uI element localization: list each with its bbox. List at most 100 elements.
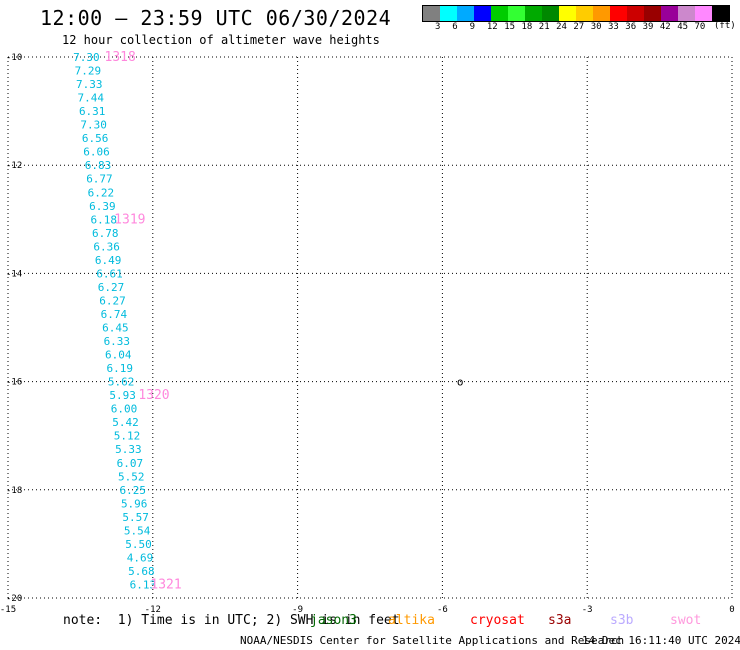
- color-swatch: [423, 6, 440, 21]
- time-label: 1321: [150, 577, 181, 592]
- color-scale-label: 15: [504, 22, 516, 32]
- swh-value-label: 6.00: [111, 403, 138, 416]
- color-scale-label: 9: [469, 22, 476, 32]
- y-tick-label: -14: [6, 269, 22, 279]
- swh-value-label: 6.22: [88, 186, 115, 199]
- satellite-legend-s3a: s3a: [548, 613, 572, 628]
- color-swatch: [508, 6, 525, 21]
- swh-value-label: 6.07: [117, 457, 144, 470]
- color-scale-unit: (ft): [714, 21, 736, 31]
- swh-value-label: 4.69: [127, 551, 153, 564]
- chart-title: 12:00 – 23:59 UTC 06/30/2024: [40, 6, 392, 30]
- color-scale-label: 70: [694, 22, 706, 32]
- y-tick-label: -10: [6, 53, 22, 63]
- color-swatch: [559, 6, 576, 21]
- color-scale-label: 21: [538, 22, 550, 32]
- island-mark: o: [457, 376, 464, 389]
- x-tick-label: -3: [582, 605, 593, 615]
- swh-value-label: 6.83: [85, 159, 112, 172]
- color-swatch: [610, 6, 627, 21]
- swh-value-label: 6.31: [79, 105, 106, 118]
- time-label: 1320: [138, 388, 169, 403]
- color-scale-label: 42: [659, 22, 671, 32]
- swh-value-label: 6.39: [89, 200, 116, 213]
- swh-value-label: 6.04: [105, 349, 132, 362]
- swh-value-label: 6.77: [86, 173, 113, 186]
- swh-value-label: 7.29: [75, 65, 102, 78]
- satellite-legend-s3b: s3b: [610, 613, 634, 628]
- swh-value-label: 5.12: [114, 430, 141, 443]
- footer-credit: NOAA/NESDIS Center for Satellite Applica…: [240, 634, 625, 647]
- color-swatch: [593, 6, 610, 21]
- swh-value-label: 6.18: [91, 213, 118, 226]
- color-scale-label: 45: [677, 22, 689, 32]
- color-scale-label: 30: [590, 22, 602, 32]
- color-swatch: [644, 6, 661, 21]
- color-swatch: [712, 6, 729, 21]
- x-tick-label: -12: [145, 605, 161, 615]
- x-tick-label: -6: [437, 605, 448, 615]
- satellite-legend-jason3: jason3: [310, 613, 357, 628]
- color-scale-label: 6: [452, 22, 458, 32]
- color-swatch: [525, 6, 542, 21]
- swh-value-label: 5.33: [115, 443, 142, 456]
- satellite-legend-cryosat: cryosat: [470, 613, 525, 628]
- color-swatch: [661, 6, 678, 21]
- swh-value-label: 7.30: [73, 51, 100, 64]
- color-swatch: [576, 6, 593, 21]
- x-tick-label: -15: [0, 605, 16, 615]
- swh-value-label: 5.50: [125, 538, 151, 551]
- swh-value-label: 6.19: [106, 362, 132, 375]
- swh-value-label: 7.44: [78, 92, 105, 105]
- time-label: 1319: [114, 212, 145, 227]
- swh-value-label: 6.61: [96, 267, 123, 280]
- swh-value-label: 6.27: [99, 294, 126, 307]
- footer-note: note: 1) Time is in UTC; 2) SWH is in fe…: [63, 613, 400, 628]
- color-swatch: [542, 6, 559, 21]
- color-scale-label: 39: [642, 22, 654, 32]
- swh-value-label: 6.06: [83, 146, 110, 159]
- swh-value-label: 6.13: [130, 578, 157, 591]
- color-scale-label: 33: [608, 22, 619, 32]
- y-tick-label: -12: [6, 161, 22, 171]
- color-swatch: [474, 6, 491, 21]
- swh-value-label: 6.25: [119, 484, 146, 497]
- swh-value-label: 6.36: [93, 240, 120, 253]
- swh-value-label: 6.74: [101, 308, 128, 321]
- swh-value-label: 5.93: [109, 389, 136, 402]
- color-swatch: [678, 6, 695, 21]
- swh-value-label: 7.33: [76, 78, 103, 91]
- color-swatch: [695, 6, 712, 21]
- color-swatch: [491, 6, 508, 21]
- swh-value-label: 5.52: [118, 470, 145, 483]
- swh-value-label: 6.33: [104, 335, 130, 348]
- swh-value-label: 5.42: [112, 416, 139, 429]
- swh-value-label: 5.57: [122, 511, 149, 524]
- swh-value-label: 6.56: [82, 132, 109, 145]
- swh-value-label: 5.68: [128, 565, 155, 578]
- color-scale-label: 18: [521, 22, 533, 32]
- swh-value-label: 6.27: [98, 281, 125, 294]
- satellite-legend-altika: altika: [388, 613, 435, 628]
- chart-subtitle: 12 hour collection of altimeter wave hei…: [62, 33, 380, 47]
- swh-value-label: 6.78: [92, 227, 119, 240]
- color-swatch: [627, 6, 644, 21]
- swh-value-label: 5.96: [121, 497, 148, 510]
- y-tick-label: -18: [6, 486, 22, 496]
- footer-timestamp: 14 Dec 16:11:40 UTC 2024: [582, 634, 740, 647]
- swh-value-label: 6.45: [102, 322, 128, 335]
- x-tick-label: 0: [729, 605, 734, 615]
- swh-value-label: 5.62: [108, 376, 135, 389]
- swh-value-label: 6.49: [95, 254, 122, 267]
- y-tick-label: -16: [6, 378, 22, 388]
- x-tick-label: -9: [292, 605, 303, 615]
- y-tick-label: -20: [6, 594, 22, 604]
- color-swatch: [457, 6, 474, 21]
- color-scale-label: 12: [486, 22, 498, 32]
- time-label: 1318: [105, 50, 136, 65]
- swh-value-label: 7.30: [80, 119, 107, 132]
- swh-value-label: 5.54: [124, 524, 151, 537]
- color-swatch: [440, 6, 457, 21]
- color-scale-label: 27: [573, 22, 585, 32]
